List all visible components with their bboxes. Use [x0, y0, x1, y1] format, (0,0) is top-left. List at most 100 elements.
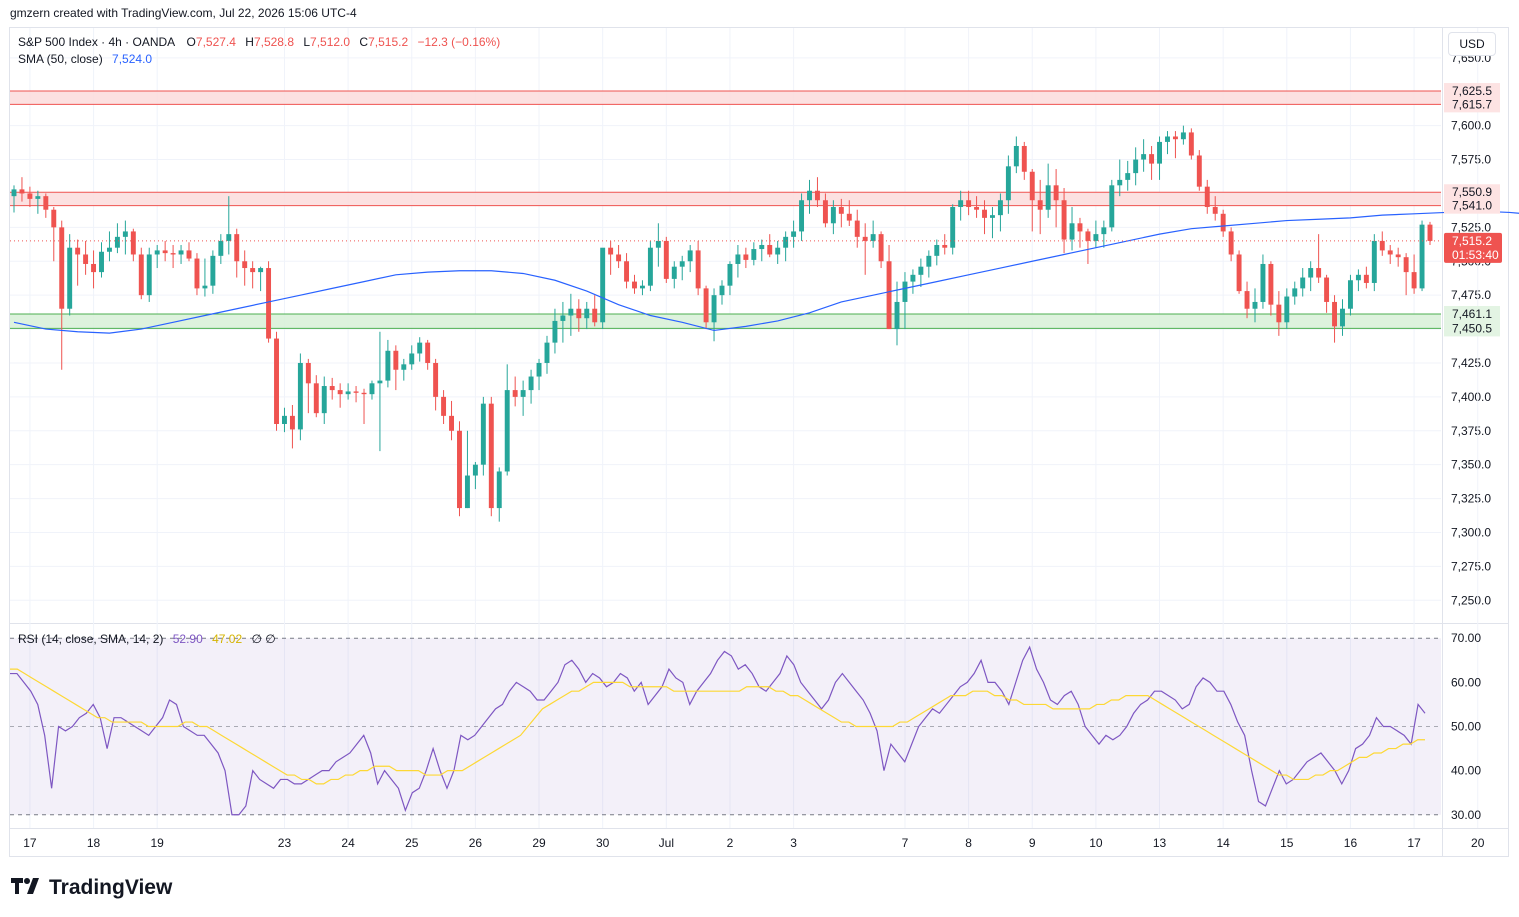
- candle-body[interactable]: [210, 255, 216, 286]
- candle-body[interactable]: [735, 254, 741, 264]
- candle-body[interactable]: [170, 253, 176, 255]
- candle-body[interactable]: [154, 250, 160, 255]
- candle-body[interactable]: [194, 258, 200, 289]
- candle-body[interactable]: [1125, 173, 1131, 180]
- candle-body[interactable]: [1149, 154, 1155, 164]
- candle-body[interactable]: [186, 250, 192, 259]
- candle-body[interactable]: [608, 247, 614, 255]
- candle-body[interactable]: [377, 380, 383, 384]
- candle-body[interactable]: [313, 383, 319, 414]
- candle-body[interactable]: [329, 386, 335, 391]
- candle-body[interactable]: [1061, 200, 1067, 240]
- candle-body[interactable]: [417, 342, 423, 354]
- candle-body[interactable]: [393, 350, 399, 370]
- candle-body[interactable]: [997, 200, 1003, 216]
- candle-body[interactable]: [321, 386, 327, 414]
- candle-body[interactable]: [783, 236, 789, 248]
- candle-body[interactable]: [1228, 231, 1234, 255]
- candle-body[interactable]: [568, 308, 574, 316]
- candle-body[interactable]: [958, 200, 964, 208]
- sma-label[interactable]: SMA (50, close): [18, 52, 103, 66]
- candle-body[interactable]: [1332, 301, 1338, 327]
- candle-body[interactable]: [695, 250, 701, 289]
- candle-body[interactable]: [297, 362, 303, 430]
- candle-body[interactable]: [1172, 136, 1178, 140]
- candle-body[interactable]: [409, 353, 415, 365]
- candle-body[interactable]: [663, 240, 669, 279]
- candle-body[interactable]: [870, 234, 876, 241]
- candle-body[interactable]: [1133, 159, 1139, 174]
- candle-body[interactable]: [767, 244, 773, 255]
- candle-body[interactable]: [106, 247, 112, 252]
- candle-body[interactable]: [1411, 272, 1417, 289]
- candle-body[interactable]: [305, 362, 311, 384]
- candle-body[interactable]: [886, 261, 892, 330]
- candle-body[interactable]: [1053, 185, 1059, 201]
- candle-body[interactable]: [337, 390, 343, 395]
- candle-body[interactable]: [1085, 231, 1091, 241]
- candle-body[interactable]: [1276, 304, 1282, 323]
- candle-body[interactable]: [822, 200, 828, 224]
- candle-body[interactable]: [258, 268, 264, 273]
- candle-body[interactable]: [814, 190, 820, 201]
- candle-body[interactable]: [974, 207, 980, 210]
- candle-body[interactable]: [1292, 288, 1298, 297]
- candle-body[interactable]: [990, 215, 995, 218]
- candle-body[interactable]: [218, 240, 224, 256]
- candle-body[interactable]: [1284, 296, 1290, 323]
- candle-body[interactable]: [385, 350, 391, 381]
- candle-body[interactable]: [1236, 254, 1242, 292]
- candle-body[interactable]: [1300, 277, 1306, 289]
- candle-body[interactable]: [59, 227, 65, 309]
- candle-body[interactable]: [27, 193, 33, 199]
- candle-body[interactable]: [19, 189, 25, 194]
- candle-body[interactable]: [1363, 274, 1369, 283]
- candle-body[interactable]: [67, 247, 73, 309]
- candle-body[interactable]: [902, 281, 908, 302]
- candle-body[interactable]: [1093, 234, 1099, 241]
- candle-body[interactable]: [504, 390, 510, 472]
- candle-body[interactable]: [496, 471, 502, 509]
- candle-body[interactable]: [1395, 254, 1401, 258]
- candle-body[interactable]: [1141, 154, 1147, 160]
- candle-body[interactable]: [536, 362, 542, 377]
- candle-body[interactable]: [1180, 132, 1186, 140]
- candle-body[interactable]: [274, 338, 279, 424]
- candle-body[interactable]: [576, 308, 582, 319]
- candle-body[interactable]: [799, 200, 805, 232]
- candle-body[interactable]: [838, 207, 844, 214]
- candle-body[interactable]: [703, 288, 709, 323]
- candle-body[interactable]: [122, 231, 128, 237]
- candle-body[interactable]: [1165, 136, 1170, 142]
- candle-body[interactable]: [966, 200, 972, 208]
- candle-body[interactable]: [1212, 207, 1218, 214]
- candle-body[interactable]: [846, 213, 852, 221]
- candle-body[interactable]: [1252, 301, 1258, 309]
- candle-body[interactable]: [1419, 224, 1425, 289]
- candle-body[interactable]: [910, 274, 916, 282]
- candle-body[interactable]: [1427, 224, 1433, 241]
- candle-body[interactable]: [982, 209, 987, 218]
- candle-body[interactable]: [520, 390, 526, 397]
- candle-body[interactable]: [647, 247, 653, 286]
- candle-body[interactable]: [146, 254, 152, 296]
- candle-body[interactable]: [1196, 155, 1202, 187]
- candle-body[interactable]: [282, 415, 287, 424]
- candle-body[interactable]: [560, 315, 566, 321]
- candle-body[interactable]: [1347, 280, 1353, 309]
- candle-body[interactable]: [751, 249, 757, 260]
- candle-body[interactable]: [552, 320, 558, 343]
- candle-body[interactable]: [1260, 263, 1266, 302]
- candle-body[interactable]: [162, 250, 168, 254]
- candle-body[interactable]: [464, 475, 470, 509]
- candle-body[interactable]: [401, 364, 407, 370]
- candle-body[interactable]: [759, 244, 765, 250]
- candle-body[interactable]: [1220, 213, 1226, 232]
- candle-body[interactable]: [242, 261, 248, 269]
- candle-body[interactable]: [791, 231, 797, 237]
- candle-body[interactable]: [1355, 274, 1361, 281]
- candle-body[interactable]: [289, 415, 295, 430]
- candle-body[interactable]: [1268, 263, 1274, 305]
- candle-body[interactable]: [11, 189, 17, 197]
